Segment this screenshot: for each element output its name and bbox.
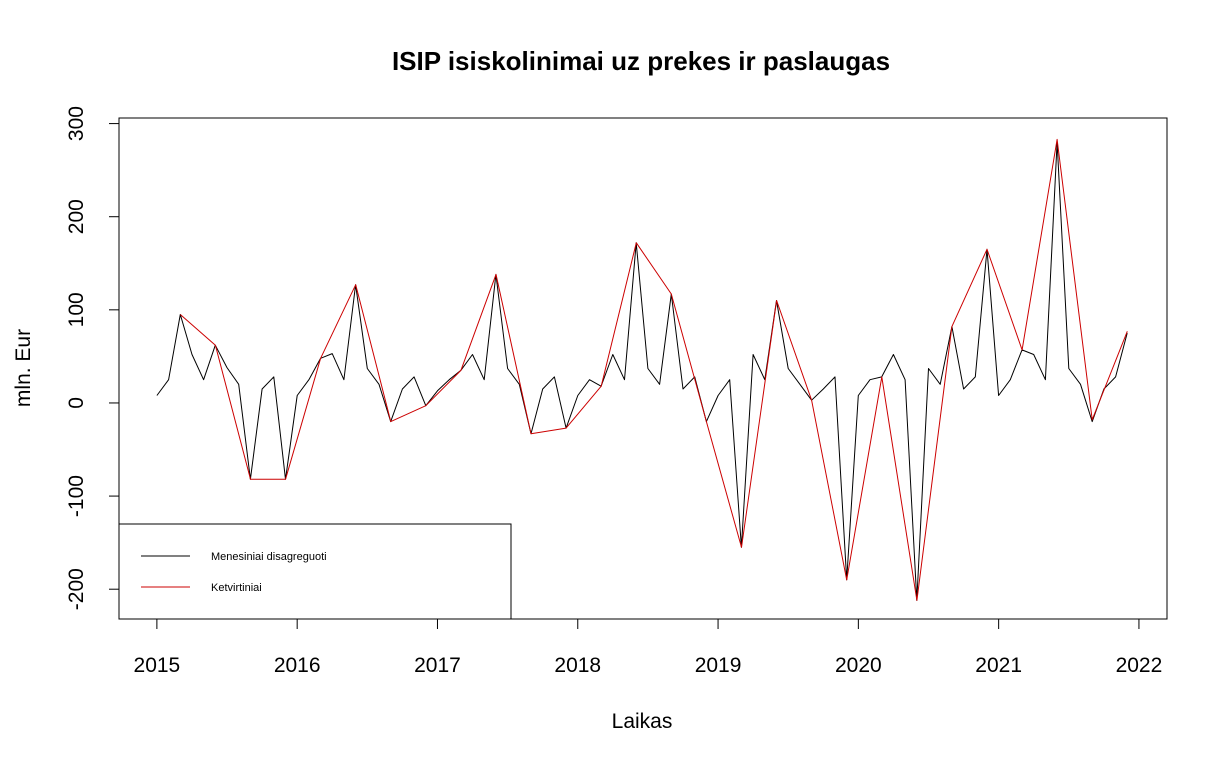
y-tick-label: 300 <box>65 106 88 141</box>
x-tick-label: 2015 <box>134 654 181 677</box>
y-tick-label: 100 <box>65 292 88 327</box>
legend: Menesiniai disagreguoti Ketvirtiniai <box>118 523 512 620</box>
x-tick-label: 2020 <box>835 654 882 677</box>
series-line-menesiniai <box>156 141 1128 601</box>
y-tick-label: 0 <box>65 397 88 409</box>
x-tick-label: 2022 <box>1116 654 1163 677</box>
y-tick-label: 200 <box>65 199 88 234</box>
series-layer <box>156 138 1128 601</box>
legend-label-ketvirtiniai: Ketvirtiniai <box>211 582 262 594</box>
legend-box <box>118 523 512 620</box>
y-axis-label: mln. Eur <box>12 329 35 407</box>
x-axis-label: Laikas <box>612 710 673 733</box>
x-axis: 2015 2016 2017 2018 2019 2020 2021 2022 <box>134 618 1163 677</box>
x-tick-label: 2017 <box>414 654 461 677</box>
legend-label-menesiniai: Menesiniai disagreguoti <box>211 551 327 563</box>
x-tick-label: 2021 <box>975 654 1022 677</box>
chart-title: ISIP isiskolinimai uz prekes ir paslauga… <box>392 46 890 76</box>
x-tick-label: 2019 <box>695 654 742 677</box>
y-axis: -200 -100 0 100 200 300 <box>65 106 120 610</box>
y-tick-label: -200 <box>65 568 88 610</box>
x-tick-label: 2016 <box>274 654 321 677</box>
series-line-ketvirtiniai <box>179 138 1128 601</box>
y-tick-label: -100 <box>65 475 88 517</box>
x-tick-label: 2018 <box>554 654 601 677</box>
